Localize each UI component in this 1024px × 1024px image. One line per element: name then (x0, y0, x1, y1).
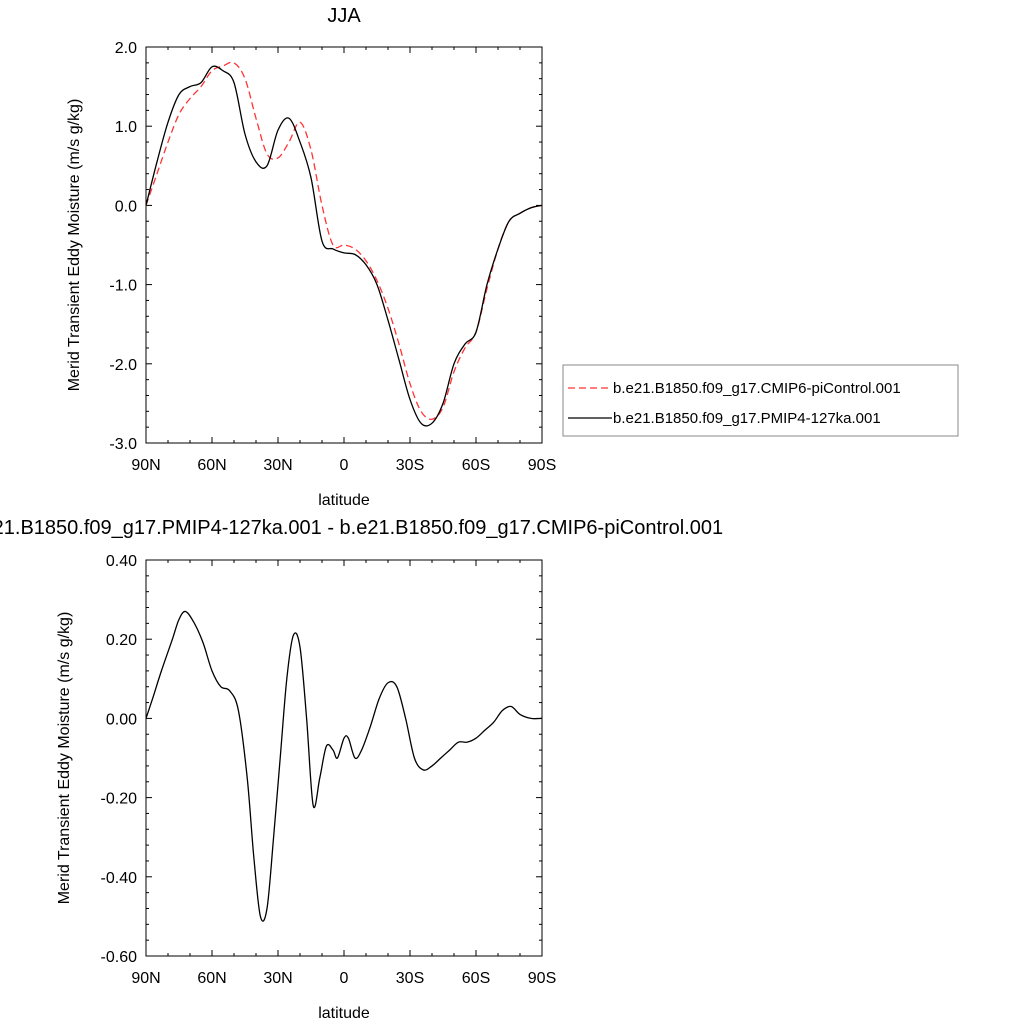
series-line-0 (145, 61, 543, 420)
top-plot-frame (145, 46, 543, 444)
top-panel-title: JJA (327, 5, 361, 27)
top-series (145, 61, 543, 427)
bottom-panel-title: b.e21.B1850.f09_g17.PMIP4-127ka.001 - b.… (0, 517, 723, 539)
x-tick-label: 60S (462, 457, 490, 474)
x-tick-label: 0 (340, 970, 349, 987)
x-tick-label: 30N (263, 457, 292, 474)
y-tick-label: 2.0 (115, 40, 137, 57)
top-y-axis-label: Merid Transient Eddy Moisture (m/s g/kg) (66, 99, 83, 392)
top-x-axis-label: latitude (318, 492, 370, 509)
legend-label-127ka: b.e21.B1850.f09_g17.PMIP4-127ka.001 (613, 410, 881, 427)
y-tick-label: 0.00 (106, 711, 137, 728)
x-tick-label: 0 (340, 457, 349, 474)
x-tick-label: 30S (396, 457, 424, 474)
x-tick-label: 90S (528, 457, 556, 474)
bottom-x-axis-label: latitude (318, 1005, 370, 1022)
series-line-1 (145, 65, 543, 427)
series-line-0 (145, 610, 543, 922)
y-tick-label: 0.20 (106, 632, 137, 649)
x-tick-label: 90S (528, 970, 556, 987)
x-tick-label: 30S (396, 970, 424, 987)
x-tick-label: 90N (131, 970, 160, 987)
legend: b.e21.B1850.f09_g17.CMIP6-piControl.001 … (562, 364, 959, 437)
top-panel: JJA 90N 60N 30N 0 30S 60S 90S -3.0 -2.0 -1.0 0.0 1.… (66, 5, 959, 509)
bottom-plot-frame (145, 559, 543, 957)
y-tick-label: -2.0 (109, 357, 137, 374)
legend-label-picontrol: b.e21.B1850.f09_g17.CMIP6-piControl.001 (613, 380, 901, 397)
y-tick-label: -0.60 (101, 949, 138, 966)
y-tick-label: -3.0 (109, 436, 137, 453)
bottom-y-axis-label: Merid Transient Eddy Moisture (m/s g/kg) (56, 612, 73, 905)
x-tick-label: 60N (197, 970, 226, 987)
top-ticks: 90N 60N 30N 0 30S 60S 90S -3.0 -2.0 -1.0 0.0 1.0 2.0 (109, 40, 556, 474)
x-tick-label: 60N (197, 457, 226, 474)
bottom-series (145, 610, 543, 922)
y-tick-label: 1.0 (115, 119, 137, 136)
x-tick-label: 30N (263, 970, 292, 987)
y-tick-label: -1.0 (109, 278, 137, 295)
y-tick-label: -0.20 (101, 791, 138, 808)
x-tick-label: 90N (131, 457, 160, 474)
legend-box (562, 364, 959, 437)
x-tick-label: 60S (462, 970, 490, 987)
y-tick-label: 0.0 (115, 198, 137, 215)
bottom-panel: b.e21.B1850.f09_g17.PMIP4-127ka.001 - b.… (0, 517, 723, 1022)
y-tick-label: 0.40 (106, 553, 137, 570)
y-tick-label: -0.40 (101, 870, 138, 887)
bottom-ticks: 90N 60N 30N 0 30S 60S 90S -0.60 -0.40 -0.20 0.00 0.… (101, 553, 557, 987)
